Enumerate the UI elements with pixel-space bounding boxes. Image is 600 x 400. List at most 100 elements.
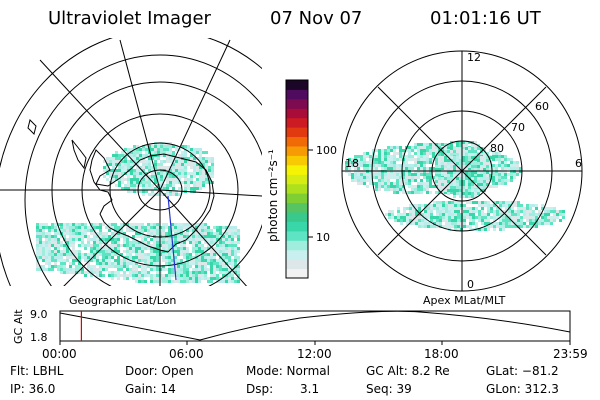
emission-pixel [433, 219, 436, 222]
emission-pixel [175, 178, 178, 181]
emission-pixel [75, 229, 78, 232]
emission-pixel [78, 238, 81, 241]
emission-pixel [138, 280, 141, 283]
emission-pixel [114, 265, 117, 268]
emission-pixel [444, 165, 447, 168]
emission-pixel [489, 156, 492, 159]
emission-pixel [393, 161, 396, 164]
emission-pixel [210, 280, 213, 283]
emission-pixel [462, 141, 465, 144]
emission-pixel [72, 268, 75, 271]
emission-pixel [219, 259, 222, 262]
emission-pixel [180, 226, 183, 229]
emission-pixel [112, 178, 115, 181]
emission-pixel [174, 229, 177, 232]
emission-pixel [504, 158, 507, 161]
emission-pixel [397, 216, 400, 219]
emission-pixel [421, 213, 424, 216]
emission-pixel [178, 193, 181, 196]
emission-pixel [481, 210, 484, 213]
emission-pixel [165, 256, 168, 259]
emission-pixel [138, 277, 141, 280]
emission-pixel [471, 177, 474, 180]
emission-pixel [193, 157, 196, 160]
emission-pixel [138, 223, 141, 226]
emission-pixel [414, 191, 417, 194]
emission-pixel [151, 151, 154, 154]
emission-pixel [483, 165, 486, 168]
emission-pixel [208, 178, 211, 181]
emission-pixel [78, 235, 81, 238]
emission-pixel [160, 148, 163, 151]
emission-pixel [517, 219, 520, 222]
emission-pixel [504, 179, 507, 182]
emission-pixel [468, 180, 471, 183]
emission-pixel [54, 232, 57, 235]
emission-pixel [54, 256, 57, 259]
emission-pixel [472, 222, 475, 225]
emission-pixel [231, 262, 234, 265]
emission-pixel [429, 143, 432, 146]
emission-pixel [117, 265, 120, 268]
colorbar-segment [286, 146, 308, 156]
emission-pixel [192, 259, 195, 262]
emission-pixel [42, 241, 45, 244]
emission-pixel [72, 235, 75, 238]
emission-pixel [421, 225, 424, 228]
emission-pixel [505, 216, 508, 219]
emission-pixel [60, 265, 63, 268]
emission-pixel [468, 167, 471, 170]
emission-pixel [87, 241, 90, 244]
emission-pixel [363, 182, 366, 185]
emission-pixel [198, 265, 201, 268]
emission-pixel [57, 238, 60, 241]
emission-pixel [72, 262, 75, 265]
emission-pixel [504, 164, 507, 167]
emission-pixel [526, 210, 529, 213]
emission-pixel [237, 277, 240, 280]
emission-pixel [121, 166, 124, 169]
emission-pixel [396, 152, 399, 155]
emission-pixel [508, 213, 511, 216]
emission-pixel [523, 225, 526, 228]
emission-pixel [216, 235, 219, 238]
emission-pixel [130, 169, 133, 172]
emission-pixel [462, 177, 465, 180]
emission-pixel [219, 262, 222, 265]
emission-pixel [535, 216, 538, 219]
emission-pixel [105, 226, 108, 229]
emission-pixel [399, 185, 402, 188]
emission-pixel [514, 213, 517, 216]
emission-pixel [507, 158, 510, 161]
emission-pixel [181, 145, 184, 148]
emission-pixel [444, 191, 447, 194]
emission-pixel [96, 226, 99, 229]
emission-pixel [381, 173, 384, 176]
emission-pixel [189, 241, 192, 244]
emission-pixel [465, 153, 468, 156]
emission-pixel [126, 250, 129, 253]
emission-pixel [495, 152, 498, 155]
emission-pixel [198, 229, 201, 232]
emission-pixel [133, 145, 136, 148]
emission-pixel [177, 274, 180, 277]
emission-pixel [387, 146, 390, 149]
emission-pixel [426, 152, 429, 155]
emission-pixel [438, 162, 441, 165]
emission-pixel [180, 265, 183, 268]
emission-pixel [178, 178, 181, 181]
emission-pixel [129, 250, 132, 253]
emission-pixel [493, 222, 496, 225]
colorbar-segment [286, 164, 308, 175]
emission-pixel [147, 259, 150, 262]
emission-pixel [126, 253, 129, 256]
emission-pixel [360, 155, 363, 158]
emission-pixel [415, 216, 418, 219]
emission-pixel [139, 190, 142, 193]
emission-pixel [480, 174, 483, 177]
emission-pixel [196, 166, 199, 169]
emission-pixel [117, 241, 120, 244]
emission-pixel [142, 154, 145, 157]
emission-pixel [435, 159, 438, 162]
emission-pixel [511, 213, 514, 216]
